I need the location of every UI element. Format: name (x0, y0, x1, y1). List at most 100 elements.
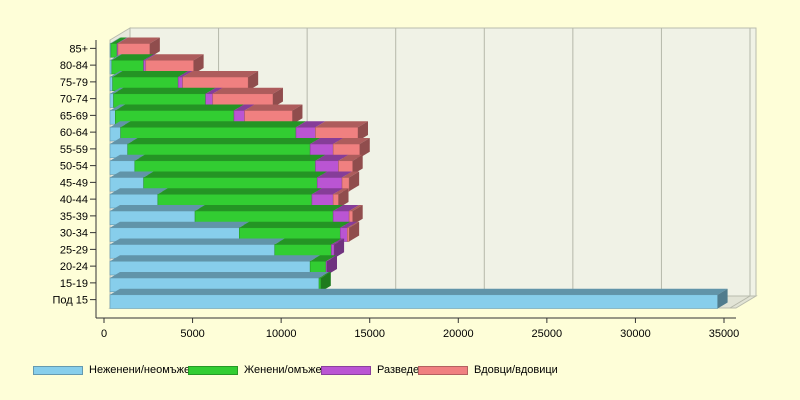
bar-top-11-series-3 (244, 104, 303, 111)
bar-top-10-series-3 (315, 121, 368, 128)
bar-top-6-series-2 (311, 188, 344, 195)
bar-top-10-series-0 (110, 121, 131, 128)
y-tick-label-14: 80-84 (60, 60, 88, 72)
bar-top-8-series-2 (315, 154, 349, 161)
x-tick-label-0: 0 (101, 328, 107, 340)
x-tick-label-3: 15000 (354, 328, 385, 340)
bar-top-14-series-3 (145, 54, 204, 61)
legend-swatch-married (188, 365, 238, 375)
bar-top-2-series-2 (326, 255, 337, 262)
bar-side-8 (352, 154, 363, 175)
bar-top-3-series-1 (274, 238, 342, 245)
x-tick-label-1: 5000 (180, 328, 204, 340)
bar-group-12 (109, 87, 283, 108)
legend-item-widowed: Вдовци/вдовици (418, 364, 558, 376)
bar-top-7-series-0 (110, 171, 154, 178)
bar-13-series-0 (109, 76, 113, 92)
bar-side-0 (717, 288, 728, 309)
legend: Неженени/неомъжени Женени/омъжени Развед… (0, 364, 800, 386)
y-tick-label-12: 70-74 (60, 94, 88, 106)
bar-side-14 (193, 54, 204, 74)
y-tick-label-5: 35-39 (60, 211, 88, 223)
legend-label-married: Женени/омъжени (244, 364, 334, 376)
y-tick-label-8: 50-54 (60, 161, 88, 173)
bar-0-series-0 (109, 294, 718, 309)
bar-top-15-series-0 (110, 37, 121, 44)
bar-top-7-series-1 (143, 171, 328, 178)
x-tick-label-2: 10000 (266, 328, 297, 340)
x-tick-label-6: 30000 (620, 328, 651, 340)
legend-label-single: Неженени/неомъжени (89, 364, 203, 376)
bar-top-5-series-2 (333, 205, 360, 212)
bar-top-15-series-1 (110, 37, 128, 44)
bar-top-4-series-3 (347, 221, 360, 228)
bar-side-3 (334, 238, 345, 259)
bar-12-series-0 (109, 93, 114, 108)
bar-top-13-series-1 (112, 71, 189, 78)
y-tick-label-4: 30-34 (60, 228, 88, 240)
bar-group-11 (109, 104, 303, 125)
bar-top-13-series-3 (182, 71, 259, 78)
bar-top-10-series-1 (120, 121, 306, 128)
bar-top-10-series-2 (296, 121, 326, 128)
bar-top-6-series-1 (157, 188, 322, 195)
bar-top-4-series-1 (239, 221, 351, 228)
bar-side-9 (359, 138, 370, 158)
bar-top-8-series-3 (338, 154, 363, 161)
bar-top-1-series-1 (319, 272, 331, 279)
legend-swatch-widowed (418, 365, 468, 375)
bar-top-6-series-3 (333, 188, 349, 195)
bar-side-7 (349, 171, 360, 192)
axes: 85+ 80-84 75-79 70-74 65-69 60-64 55-59 50-54 45… (53, 40, 740, 340)
bar-group-1 (109, 272, 331, 293)
legend-item-divorced: Разведени (321, 364, 431, 376)
bar-top-8-series-0 (110, 154, 145, 161)
x-tick-label-7: 35000 (709, 328, 740, 340)
bar-side-10 (358, 121, 368, 141)
bar-top-4-series-2 (340, 221, 358, 228)
bar-side-4 (349, 221, 360, 242)
bar-top-14-series-2 (143, 54, 156, 61)
bar-top-11-series-2 (234, 104, 255, 111)
bar-top-9-series-2 (310, 138, 344, 145)
bar-top-3-series-2 (331, 238, 345, 245)
legend-swatch-divorced (321, 365, 371, 375)
bar-top-5-series-0 (110, 205, 206, 212)
bar-group-7 (109, 171, 360, 192)
y-tick-label-10: 60-64 (60, 127, 88, 139)
bar-top-12-series-3 (212, 87, 283, 94)
legend-swatch-single (33, 365, 83, 375)
bar-group-4 (109, 221, 360, 242)
y-tick-label-0: Под 15 (53, 295, 89, 307)
bar-side-13 (248, 71, 259, 91)
bar-top-14-series-1 (111, 54, 154, 61)
bar-side-15 (149, 37, 160, 58)
bar-top-12-series-1 (113, 87, 216, 94)
bar-side-11 (292, 104, 303, 125)
bar-side-5 (352, 205, 363, 225)
bar-4-series-3 (347, 227, 350, 242)
bar-group-9 (109, 138, 370, 159)
bar-top-12-series-0 (110, 87, 124, 94)
y-tick-label-9: 55-59 (60, 144, 88, 156)
bar-group-15 (109, 37, 160, 58)
y-tick-label-11: 65-69 (60, 110, 88, 122)
bar-side-2 (327, 255, 337, 275)
bar-top-9-series-3 (333, 138, 370, 145)
bar-top-4-series-0 (110, 221, 250, 228)
legend-item-married: Женени/омъжени (188, 364, 334, 376)
bar-top-5-series-1 (195, 205, 344, 212)
y-tick-label-7: 45-49 (60, 177, 88, 189)
bar-top-6-series-0 (110, 188, 168, 195)
bar-top-15-series-3 (117, 37, 160, 44)
y-tick-label-13: 75-79 (60, 77, 88, 89)
bar-top-13-series-2 (178, 71, 193, 78)
bar-top-7-series-2 (317, 171, 353, 178)
bar-side-6 (338, 188, 349, 208)
bar-11-series-0 (109, 110, 116, 125)
bar-group-10 (109, 121, 368, 142)
bar-top-1-series-0 (110, 272, 330, 279)
bar-top-13-series-0 (110, 71, 123, 78)
floor-gridline-7 (729, 295, 751, 309)
